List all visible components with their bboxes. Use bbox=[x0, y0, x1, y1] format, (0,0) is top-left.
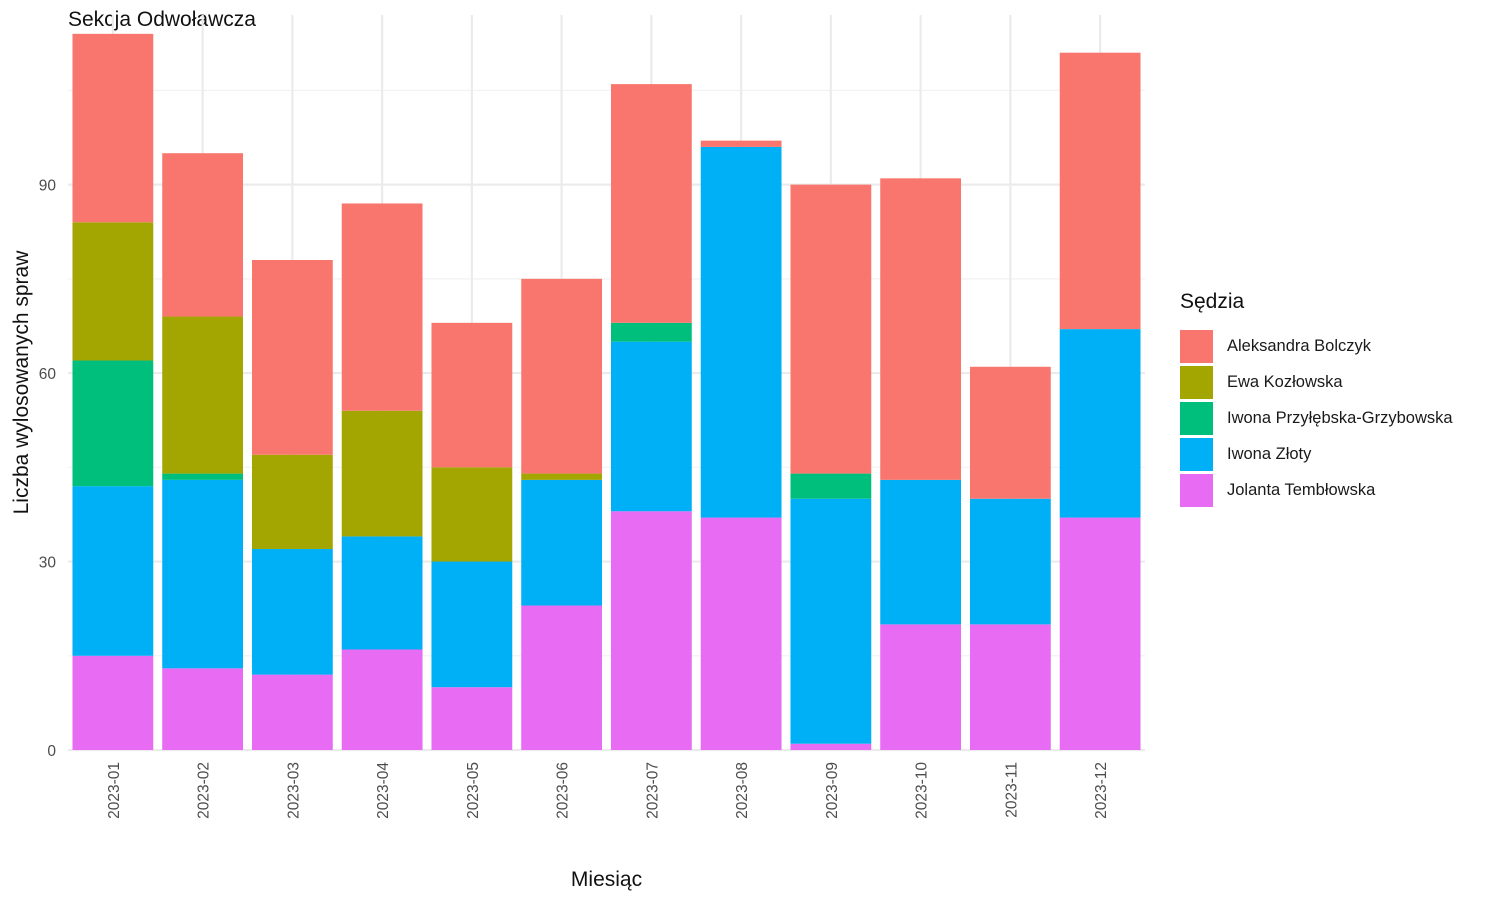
x-tick-label: 2023-02 bbox=[196, 762, 213, 819]
bar-segment bbox=[341, 203, 423, 411]
chart-title: Sekcja Odwoławcza bbox=[68, 8, 256, 31]
bar-segment bbox=[162, 316, 244, 474]
bar-segment bbox=[700, 517, 782, 750]
bar-segment bbox=[790, 184, 872, 474]
x-tick-label: 2023-05 bbox=[465, 762, 482, 819]
bar-segment bbox=[72, 486, 154, 656]
legend: Sędzia Aleksandra Bolczyk Ewa Kozłowska Iw… bbox=[1180, 290, 1453, 508]
x-tick-label: 2023-04 bbox=[375, 762, 392, 819]
bar-segment bbox=[251, 260, 333, 455]
bar-segment bbox=[251, 674, 333, 750]
bar-segment bbox=[969, 498, 1051, 625]
bar-segment bbox=[251, 454, 333, 549]
bar-segment bbox=[610, 322, 692, 342]
bar-segment bbox=[790, 473, 872, 499]
legend-title: Sędzia bbox=[1180, 290, 1245, 313]
bar-segment bbox=[610, 84, 692, 323]
bar-segment bbox=[521, 479, 603, 606]
bar-segment bbox=[1059, 52, 1141, 330]
y-tick-label: 0 bbox=[47, 743, 56, 760]
bar-segment bbox=[162, 668, 244, 750]
bar-segment bbox=[880, 624, 962, 750]
bar-segment bbox=[431, 322, 513, 468]
x-tick-label: 2023-07 bbox=[644, 762, 661, 819]
bar-segment bbox=[1059, 517, 1141, 750]
legend-item: Ewa Kozłowska bbox=[1180, 364, 1453, 400]
bar-segment bbox=[72, 360, 154, 487]
legend-key bbox=[1180, 365, 1213, 399]
x-tick-label: 2023-11 bbox=[1003, 762, 1020, 818]
x-axis-title: Miesiąc bbox=[571, 868, 642, 891]
bar-segment bbox=[72, 33, 154, 223]
bar-segment bbox=[610, 341, 692, 512]
bar-segment bbox=[72, 222, 154, 361]
legend-key bbox=[1180, 329, 1213, 363]
legend-item: Jolanta Tembłowska bbox=[1180, 472, 1453, 508]
bar-segment bbox=[790, 743, 872, 750]
bar-segment bbox=[162, 479, 244, 669]
bar-segment bbox=[431, 687, 513, 750]
bar-segment bbox=[521, 473, 603, 480]
bar-segment bbox=[431, 561, 513, 688]
x-tick-label: 2023-01 bbox=[106, 762, 123, 819]
bar-segment bbox=[969, 624, 1051, 750]
legend-key bbox=[1180, 473, 1213, 507]
bar-segment bbox=[251, 548, 333, 675]
legend-key bbox=[1180, 401, 1213, 435]
bar-segment bbox=[700, 146, 782, 518]
bar-segment bbox=[610, 511, 692, 750]
y-tick-label: 90 bbox=[39, 178, 57, 195]
y-tick-label: 60 bbox=[39, 366, 57, 383]
legend-label: Aleksandra Bolczyk bbox=[1227, 336, 1371, 355]
bar-segment bbox=[521, 605, 603, 750]
bar-segment bbox=[162, 153, 244, 317]
bar-segment bbox=[1059, 329, 1141, 518]
bar-segment bbox=[162, 473, 244, 480]
x-tick-label: 2023-03 bbox=[285, 762, 302, 819]
legend-label: Iwona Złoty bbox=[1227, 444, 1312, 463]
legend-item: Aleksandra Bolczyk bbox=[1180, 328, 1453, 364]
bar-segment bbox=[969, 366, 1051, 499]
legend-item: Iwona Złoty bbox=[1180, 436, 1453, 472]
bar-segment bbox=[521, 278, 603, 474]
bar-segment bbox=[880, 178, 962, 480]
x-tick-label: 2023-09 bbox=[824, 762, 841, 819]
x-tick-label: 2023-12 bbox=[1093, 762, 1110, 819]
bar-segment bbox=[790, 498, 872, 744]
bar-segment bbox=[341, 649, 423, 750]
legend-key bbox=[1180, 437, 1213, 471]
x-tick-label: 2023-10 bbox=[914, 762, 931, 819]
legend-label: Iwona Przyłębska-Grzybowska bbox=[1227, 408, 1453, 427]
legend-item: Iwona Przyłębska-Grzybowska bbox=[1180, 400, 1453, 436]
x-tick-label: 2023-06 bbox=[555, 762, 572, 819]
bar-segment bbox=[341, 410, 423, 537]
bar-segment bbox=[431, 467, 513, 562]
legend-label: Ewa Kozłowska bbox=[1227, 372, 1343, 391]
legend-label: Jolanta Tembłowska bbox=[1227, 480, 1376, 499]
bar-segment bbox=[341, 536, 423, 650]
bar-segment bbox=[72, 655, 154, 750]
y-axis-title: Liczba wylosowanych spraw bbox=[10, 250, 33, 515]
y-tick-label: 30 bbox=[39, 555, 57, 572]
x-tick-label: 2023-08 bbox=[734, 762, 751, 819]
bar-segment bbox=[700, 140, 782, 147]
bar-segment bbox=[880, 479, 962, 625]
